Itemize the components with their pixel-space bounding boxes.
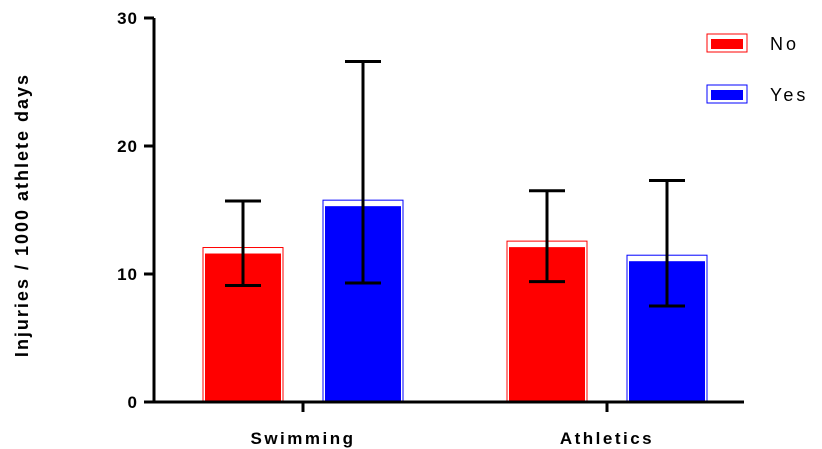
y-axis-title: Injuries / 1000 athlete days	[12, 73, 32, 357]
legend-swatch-outline-no	[706, 33, 748, 53]
plot-area: 0 10 20 30 Swimming Athletics	[117, 9, 744, 448]
legend-swatch-no	[711, 39, 743, 49]
y-tick-label-0: 0	[128, 393, 138, 412]
y-tick-label-10: 10	[117, 265, 138, 284]
legend-label-yes: Yes	[770, 85, 808, 105]
legend-swatch-outline-yes	[706, 84, 748, 104]
legend-swatch-yes	[711, 90, 743, 100]
y-tick-label-30: 30	[117, 9, 138, 28]
x-tick-label-athletics: Athletics	[560, 429, 654, 448]
x-tick-label-swimming: Swimming	[250, 429, 355, 448]
y-tick-label-20: 20	[117, 137, 138, 156]
legend: No Yes	[706, 33, 808, 105]
legend-label-no: No	[770, 34, 799, 54]
